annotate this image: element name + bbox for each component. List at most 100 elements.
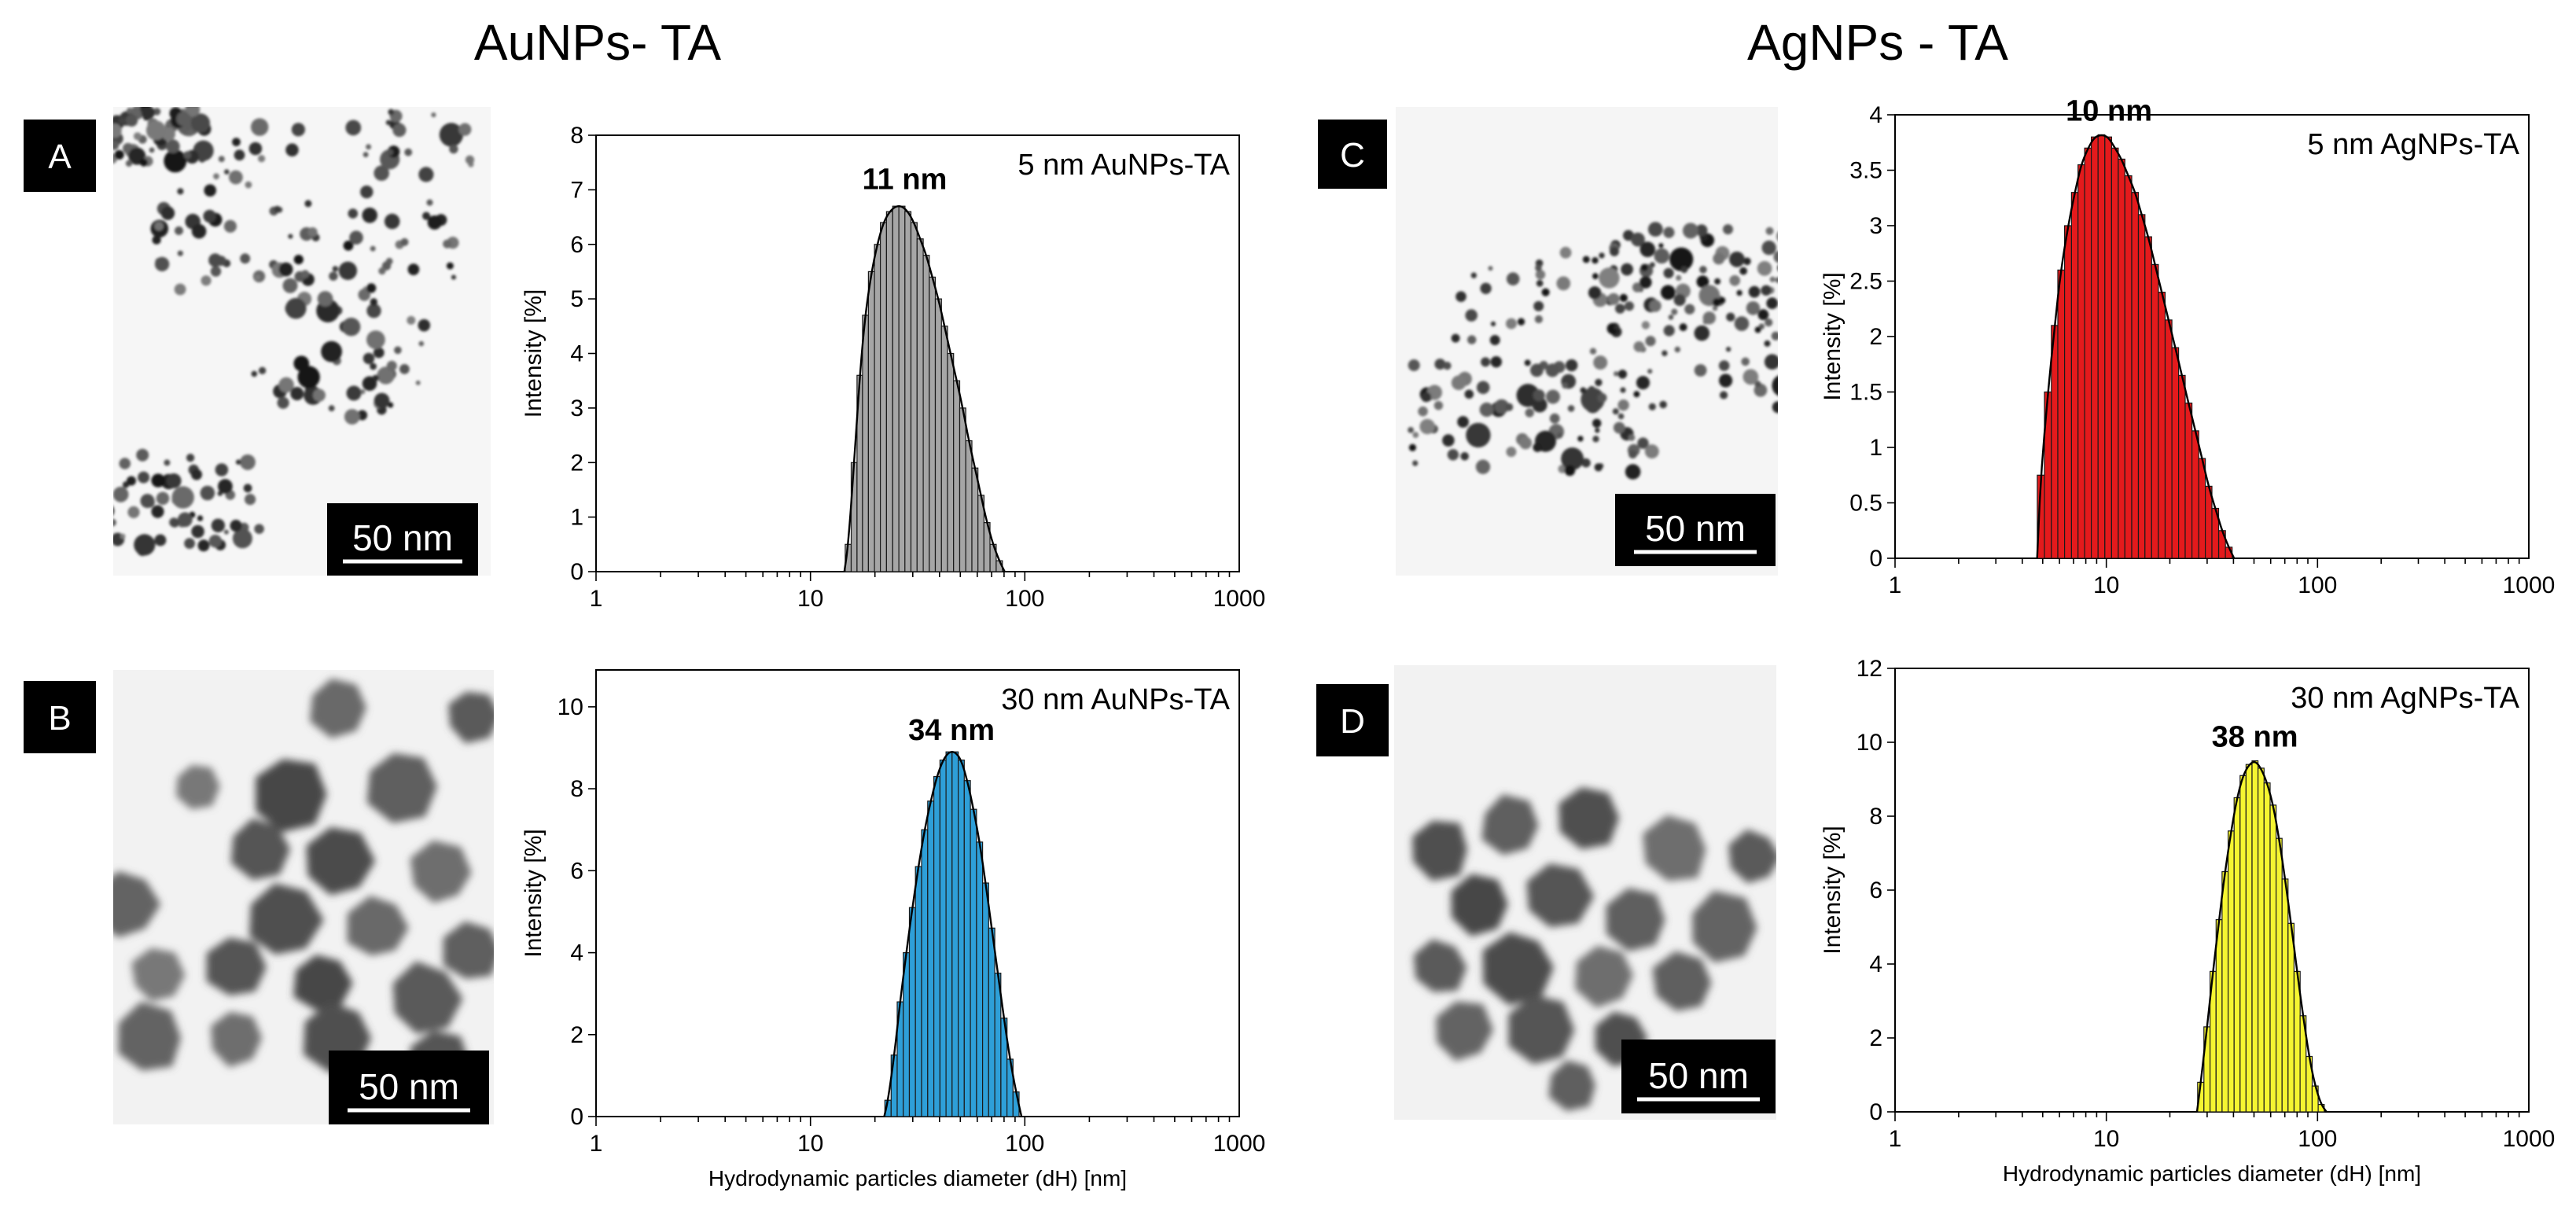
y-axis-title: Intensity [%]: [1820, 826, 1846, 954]
scale-bar-a: 50 nm: [327, 503, 478, 576]
nanoparticle: [388, 109, 395, 116]
nanoparticle: [278, 377, 294, 393]
y-tick-label: 5: [570, 286, 583, 312]
nanoparticle: [1772, 375, 1778, 396]
y-tick-label: 3.5: [1849, 158, 1882, 184]
histogram-bar: [953, 380, 961, 572]
nanoparticle: [131, 948, 186, 1002]
y-tick-label: 8: [570, 776, 583, 802]
nanoparticle: [1719, 373, 1733, 388]
nanoparticle: [346, 385, 362, 401]
y-tick-label: 10: [558, 694, 583, 720]
x-tick-label: 1000: [1213, 1131, 1266, 1157]
nanoparticle: [175, 226, 183, 235]
tem-image-d: [1394, 665, 1776, 1120]
histogram-bar: [2191, 430, 2199, 559]
nanoparticle: [127, 107, 133, 114]
nanoparticle: [1457, 416, 1469, 428]
nanoparticle: [1695, 224, 1708, 237]
histogram-bar: [2276, 837, 2283, 1113]
nanoparticle: [1625, 301, 1634, 311]
nanoparticle: [277, 396, 289, 409]
nanoparticle: [1610, 246, 1619, 256]
y-tick-label: 4: [1869, 102, 1882, 128]
nanoparticle: [418, 340, 425, 347]
nanoparticle: [201, 275, 212, 286]
y-tick-label: 4: [570, 341, 583, 367]
nanoparticle: [1696, 275, 1709, 289]
fit-curve: [2195, 760, 2328, 1113]
histogram-bar: [2184, 402, 2193, 559]
nanoparticle: [1465, 309, 1478, 322]
fit-curve: [843, 204, 1006, 572]
nanoparticle: [197, 515, 204, 521]
nanoparticle: [156, 491, 170, 506]
nanoparticle: [392, 961, 463, 1034]
nanoparticle: [1631, 232, 1645, 247]
histogram-bar: [910, 222, 918, 572]
nanoparticle: [349, 230, 363, 245]
y-tick-label: 1: [1869, 435, 1882, 461]
histogram-bar: [867, 270, 875, 572]
nanoparticle: [1636, 376, 1650, 390]
y-tick-label: 6: [570, 232, 583, 258]
nanoparticle: [1505, 403, 1514, 411]
y-tick-label: 8: [1869, 804, 1882, 830]
nanoparticle: [373, 347, 385, 359]
x-tick-label: 100: [2298, 1126, 2337, 1152]
nanoparticle: [1663, 226, 1675, 238]
histogram-bar: [874, 244, 881, 572]
nanoparticle: [127, 476, 136, 486]
nanoparticle: [151, 473, 165, 488]
histogram-bar: [2233, 797, 2241, 1113]
nanoparticle: [422, 212, 431, 220]
nanoparticle: [362, 152, 369, 158]
nanoparticle: [1436, 1001, 1494, 1062]
histogram-bar: [929, 276, 937, 572]
nanoparticle: [1434, 359, 1446, 370]
nanoparticle: [448, 691, 494, 744]
histogram-bar: [2097, 134, 2106, 559]
nanoparticle: [1625, 464, 1641, 480]
y-tick-label: 7: [570, 177, 583, 203]
nanoparticle: [120, 533, 126, 539]
nanoparticle: [164, 149, 187, 173]
nanoparticle: [1475, 459, 1491, 474]
nanoparticle: [1764, 354, 1778, 370]
nanoparticle: [1783, 283, 1795, 295]
dls-histogram-b: 1 10 100 1000 0 2 4 6 8 10 Intensity [%] Hydrodynam…: [521, 669, 1266, 1190]
nanoparticle: [248, 142, 263, 156]
nanoparticle: [392, 123, 407, 138]
nanoparticle: [210, 266, 222, 277]
tem-image-b: [113, 670, 494, 1124]
nanoparticle: [1742, 369, 1759, 385]
y-tick-label: 1.5: [1849, 380, 1882, 406]
histogram-bar: [2151, 263, 2159, 559]
nanoparticle: [1699, 266, 1707, 274]
nanoparticle: [451, 274, 457, 280]
x-axis-title: Hydrodynamic particles diameter (dH) [nm…: [708, 1166, 1127, 1190]
nanoparticle: [149, 147, 155, 153]
nanoparticle: [1524, 359, 1531, 366]
histogram-bar: [2070, 192, 2079, 559]
histogram-bar: [2198, 458, 2206, 559]
nanoparticle: [1593, 355, 1608, 370]
nanoparticle: [1567, 405, 1575, 412]
nanoparticle: [388, 402, 394, 408]
nanoparticle: [1628, 450, 1637, 459]
nanoparticle: [1481, 357, 1491, 367]
nanoparticle: [374, 165, 390, 181]
nanoparticle: [360, 388, 366, 395]
nanoparticle: [1663, 325, 1675, 337]
chart-title: 5 nm AuNPs-TA: [1018, 149, 1230, 182]
fit-curve: [2036, 134, 2236, 559]
nanoparticle: [1645, 336, 1656, 347]
heading-silver: AgNPs - TA: [1747, 14, 2008, 71]
fit-curve: [883, 750, 1023, 1117]
nanoparticle: [97, 499, 108, 510]
histogram-bar: [862, 315, 870, 572]
nanoparticle: [307, 227, 318, 237]
nanoparticle: [1533, 300, 1544, 311]
nanoparticle: [312, 388, 326, 402]
nanoparticle: [1412, 432, 1419, 438]
